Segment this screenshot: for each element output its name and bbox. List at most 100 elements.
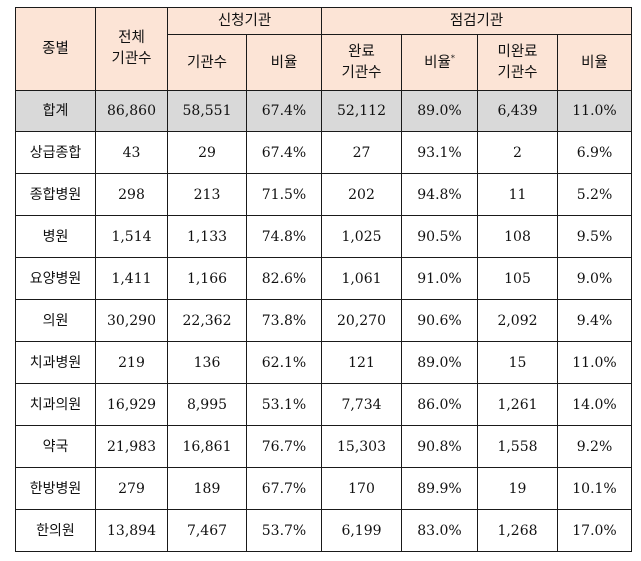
header-applied-count: 기관수 [167,34,247,91]
cell-done-ratio: 90.6% [401,299,478,342]
cell-undone: 19 [477,467,558,510]
table-row: 치과병원 219 136 62.1% 121 89.0% 15 11.0% [15,341,632,384]
header-applied-group: 신청기관 [167,7,322,35]
header-undone-count: 미완료 기관수 [477,34,558,91]
cell-done-ratio: 86.0% [401,383,478,426]
cell-done-ratio: 83.0% [401,509,478,552]
table-row: 의원 30,290 22,362 73.8% 20,270 90.6% 2,09… [15,299,632,342]
cell-done: 20,270 [321,299,402,342]
cell-applied: 22,362 [167,299,247,342]
cell-type: 한의원 [15,509,96,552]
cell-undone: 1,268 [477,509,558,552]
header-type: 종별 [15,7,96,91]
header-applied-ratio: 비율 [246,34,322,91]
cell-done: 202 [321,173,402,216]
cell-total: 43 [95,131,168,174]
cell-done: 6,199 [321,509,402,552]
cell-undone: 105 [477,257,558,300]
cell-undone-ratio: 9.5% [557,215,632,258]
cell-done: 15,303 [321,425,402,468]
cell-applied-ratio: 67.4% [246,131,322,174]
cell-type: 병원 [15,215,96,258]
cell-undone: 1,558 [477,425,558,468]
cell-done: 1,025 [321,215,402,258]
cell-undone-ratio: 9.0% [557,257,632,300]
table-row: 병원 1,514 1,133 74.8% 1,025 90.5% 108 9.5… [15,215,632,258]
header-row-sub: 기관수 비율 완료 기관수 비율* 미완료 기관수 비율 [16,34,632,91]
cell-done-ratio: 94.8% [401,173,478,216]
table-row: 한의원 13,894 7,467 53.7% 6,199 83.0% 1,268… [15,509,632,552]
cell-done: 121 [321,341,402,384]
cell-applied-ratio: 67.7% [246,467,322,510]
cell-done: 1,061 [321,257,402,300]
cell-undone: 6,439 [477,90,558,132]
cell-undone-ratio: 11.0% [557,341,632,384]
cell-undone-ratio: 9.2% [557,425,632,468]
institution-stats-table: 종별 전체 기관수 신청기관 점검기관 기관수 비율 완료 기관수 비율* 미완… [15,7,632,552]
cell-undone: 108 [477,215,558,258]
cell-type: 의원 [15,299,96,342]
cell-done-ratio: 89.9% [401,467,478,510]
cell-total: 1,514 [95,215,168,258]
cell-total: 298 [95,173,168,216]
cell-applied: 8,995 [167,383,247,426]
cell-done: 7,734 [321,383,402,426]
cell-applied-ratio: 74.8% [246,215,322,258]
footnote-mark: * [450,53,455,63]
cell-undone-ratio: 9.4% [557,299,632,342]
cell-applied: 189 [167,467,247,510]
cell-applied: 1,166 [167,257,247,300]
table-body: 합계 86,860 58,551 67.4% 52,112 89.0% 6,43… [15,90,632,552]
cell-total: 1,411 [95,257,168,300]
cell-done-ratio: 93.1% [401,131,478,174]
cell-applied: 1,133 [167,215,247,258]
cell-type: 종합병원 [15,173,96,216]
table-row: 상급종합 43 29 67.4% 27 93.1% 2 6.9% [15,131,632,174]
header-row-top: 종별 전체 기관수 신청기관 점검기관 [15,7,632,91]
table-row-total: 합계 86,860 58,551 67.4% 52,112 89.0% 6,43… [15,90,632,132]
cell-type: 상급종합 [15,131,96,174]
cell-applied: 58,551 [167,90,247,132]
cell-undone-ratio: 5.2% [557,173,632,216]
header-done-count: 완료 기관수 [321,34,402,91]
cell-applied: 7,467 [167,509,247,552]
cell-applied: 16,861 [167,425,247,468]
cell-undone-ratio: 17.0% [557,509,632,552]
table-row: 요양병원 1,411 1,166 82.6% 1,061 91.0% 105 9… [15,257,632,300]
table-row: 약국 21,983 16,861 76.7% 15,303 90.8% 1,55… [15,425,632,468]
cell-applied: 213 [167,173,247,216]
cell-undone: 1,261 [477,383,558,426]
cell-total: 16,929 [95,383,168,426]
cell-undone: 15 [477,341,558,384]
table-row: 치과의원 16,929 8,995 53.1% 7,734 86.0% 1,26… [15,383,632,426]
cell-done-ratio: 91.0% [401,257,478,300]
cell-applied: 136 [167,341,247,384]
cell-type: 치과의원 [15,383,96,426]
cell-applied-ratio: 76.7% [246,425,322,468]
cell-total: 13,894 [95,509,168,552]
cell-total: 219 [95,341,168,384]
cell-type: 치과병원 [15,341,96,384]
header-total-institutions: 전체 기관수 [95,7,168,91]
cell-applied-ratio: 73.8% [246,299,322,342]
cell-undone: 2,092 [477,299,558,342]
table-header: 종별 전체 기관수 신청기관 점검기관 기관수 비율 완료 기관수 비율* 미완… [15,7,632,91]
cell-undone-ratio: 14.0% [557,383,632,426]
cell-undone: 2 [477,131,558,174]
cell-undone: 11 [477,173,558,216]
cell-applied-ratio: 82.6% [246,257,322,300]
cell-undone-ratio: 11.0% [557,90,632,132]
cell-total: 21,983 [95,425,168,468]
cell-done-ratio: 89.0% [401,341,478,384]
cell-total: 30,290 [95,299,168,342]
table-row: 한방병원 279 189 67.7% 170 89.9% 19 10.1% [15,467,632,510]
table-row: 종합병원 298 213 71.5% 202 94.8% 11 5.2% [15,173,632,216]
cell-type: 약국 [15,425,96,468]
cell-undone-ratio: 10.1% [557,467,632,510]
cell-applied-ratio: 67.4% [246,90,322,132]
cell-type: 요양병원 [15,257,96,300]
cell-applied-ratio: 71.5% [246,173,322,216]
header-done-ratio: 비율* [401,34,478,91]
header-inspected-group: 점검기관 [321,7,632,35]
cell-type: 한방병원 [15,467,96,510]
